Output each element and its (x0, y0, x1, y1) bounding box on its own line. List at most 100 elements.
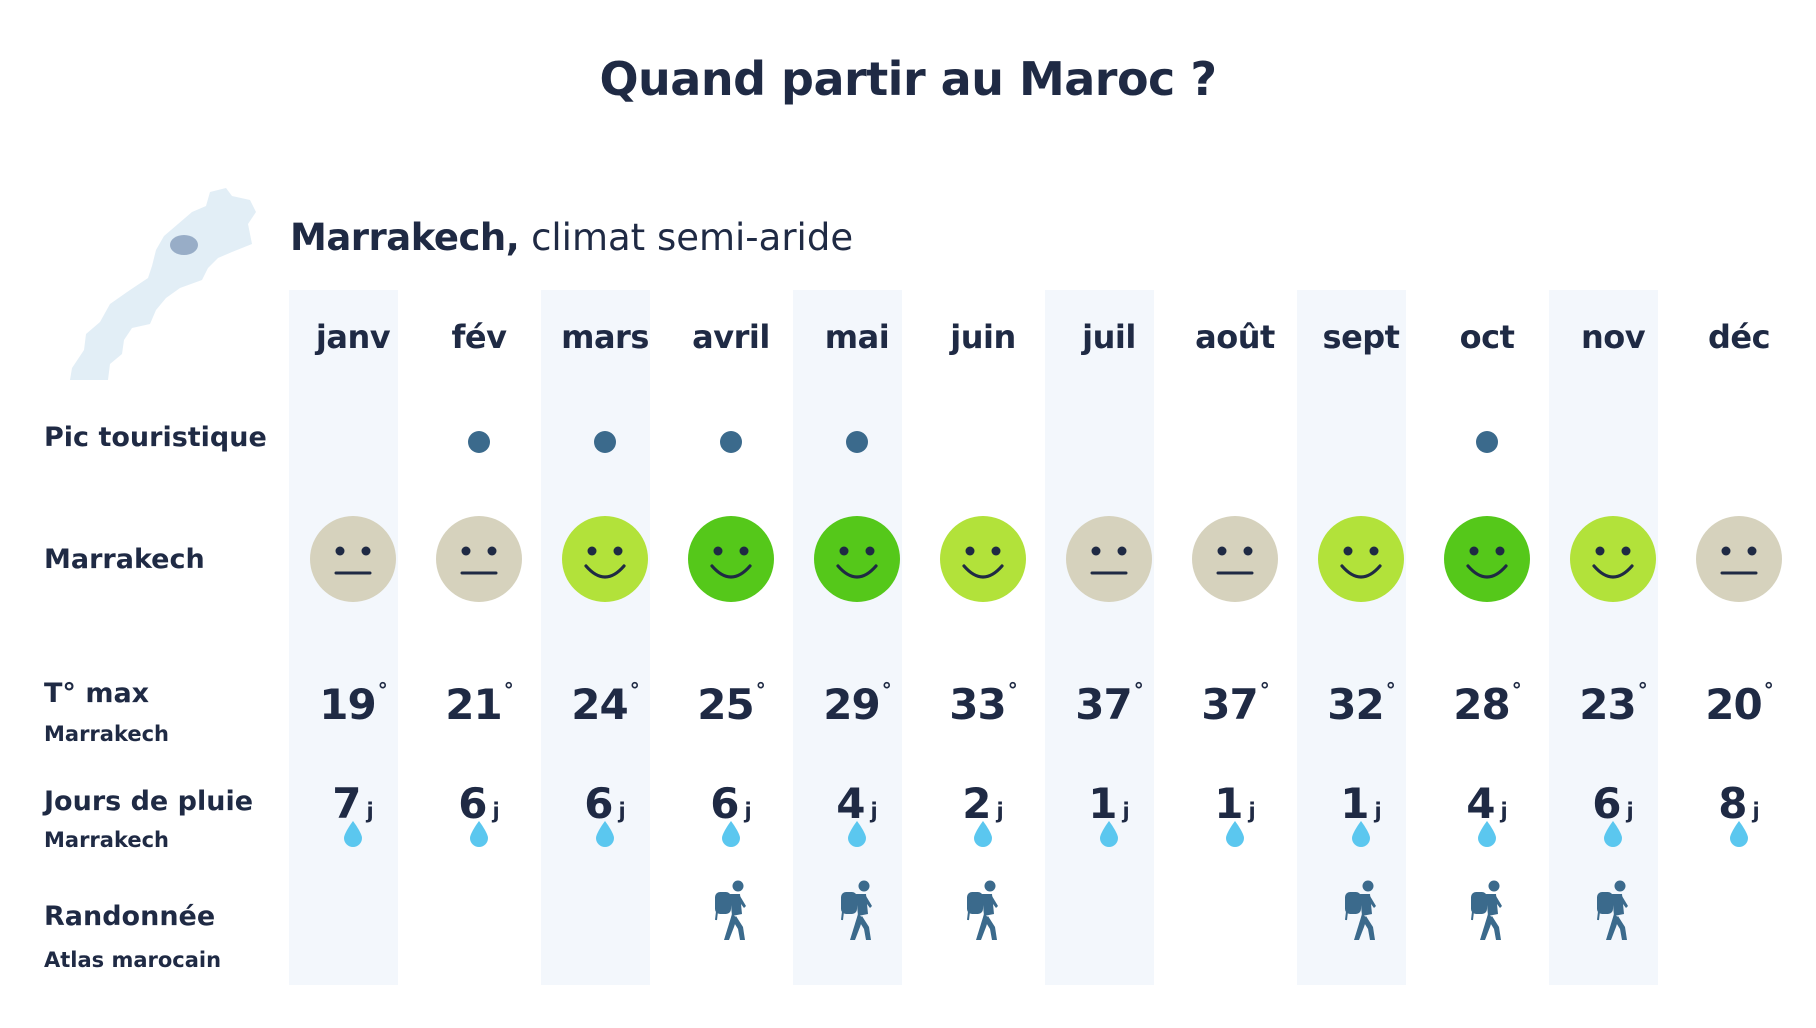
smiley-face-icon (1192, 516, 1278, 606)
temp-unit: ° (1763, 678, 1774, 702)
water-drop-icon (1226, 821, 1244, 851)
temp-number: 23 (1579, 680, 1636, 729)
temp-max-value: 25 ° (668, 678, 794, 729)
temp-number: 29 (823, 680, 880, 729)
drop-shape (470, 821, 488, 847)
face-mouth (710, 564, 752, 579)
month-label-7: juil (1082, 318, 1136, 356)
face-eye-right (991, 546, 1001, 556)
face-mouth (1340, 564, 1382, 579)
water-drop-icon (848, 821, 866, 851)
hiker-head (1488, 880, 1500, 892)
hiker-arm (990, 896, 998, 908)
label-hike: Randonnée (44, 901, 216, 932)
rain-unit: j (492, 799, 500, 823)
month-label-3: mars (561, 318, 649, 356)
temp-max-value: 32 ° (1298, 678, 1424, 729)
face-circle (1066, 516, 1152, 602)
temp-unit: ° (755, 678, 766, 702)
drop-shape (722, 821, 740, 847)
column-highlight (1297, 290, 1406, 985)
label-temp-sub: Marrakech (44, 722, 169, 746)
hiker-leg-front (1489, 916, 1501, 940)
face-circle (1444, 516, 1530, 602)
hiker-arm (864, 896, 872, 908)
face-circle (814, 516, 900, 602)
temp-number: 25 (697, 680, 754, 729)
face-eye-left (965, 546, 975, 556)
temp-max-value: 28 ° (1424, 678, 1550, 729)
rain-unit: j (1752, 799, 1760, 823)
temp-unit: ° (1385, 678, 1396, 702)
hiker-arm (1620, 896, 1628, 908)
temp-unit: ° (1133, 678, 1144, 702)
water-drop-icon (1478, 821, 1496, 851)
hiker-icon (1469, 880, 1505, 946)
column-highlight (793, 290, 902, 985)
rain-number: 1 (1214, 779, 1244, 828)
month-label-10: oct (1459, 318, 1515, 356)
city-climate: climat semi-aride (531, 216, 854, 259)
drop-shape (974, 821, 992, 847)
label-hike-sub: Atlas marocain (44, 948, 222, 972)
rain-number: 4 (836, 779, 866, 828)
peak-dot-icon (1476, 431, 1498, 453)
face-eye-left (839, 546, 849, 556)
face-mouth (1466, 564, 1508, 579)
month-label-12: déc (1707, 318, 1771, 356)
smiley-face-icon (1570, 516, 1656, 606)
drop-shape (1730, 821, 1748, 847)
rain-number: 6 (458, 779, 488, 828)
rain-unit: j (1122, 799, 1130, 823)
column-highlight (1045, 290, 1154, 985)
face-mouth (836, 564, 878, 579)
column-highlight (1549, 290, 1658, 985)
hiker-icon (1343, 880, 1379, 946)
smiley-face-icon (436, 516, 522, 606)
water-drop-icon (1730, 821, 1748, 851)
smiley-face-icon (1318, 516, 1404, 606)
hiker-arm (1368, 896, 1376, 908)
peak-dot-icon (846, 431, 868, 453)
temp-number: 28 (1453, 680, 1510, 729)
temp-max-value: 37 ° (1172, 678, 1298, 729)
rain-number: 7 (332, 779, 362, 828)
temp-unit: ° (1511, 678, 1522, 702)
hiker-strap (1597, 893, 1602, 921)
month-label-9: sept (1322, 318, 1400, 356)
face-circle (436, 516, 522, 602)
temp-max-value: 33 ° (920, 678, 1046, 729)
hiker-leg-front (859, 916, 871, 940)
month-label-2: fév (451, 318, 507, 356)
hiker-icon (839, 880, 875, 946)
rain-unit: j (1500, 799, 1508, 823)
smiley-face-icon (688, 516, 774, 606)
face-eye-left (1469, 546, 1479, 556)
month-label-11: nov (1580, 318, 1646, 356)
drop-shape (1226, 821, 1244, 847)
temp-unit: ° (377, 678, 388, 702)
temp-max-value: 20 ° (1676, 678, 1802, 729)
month-label-8: août (1195, 318, 1275, 356)
temp-number: 32 (1327, 680, 1384, 729)
rain-number: 6 (710, 779, 740, 828)
drop-shape (1100, 821, 1118, 847)
rain-number: 8 (1718, 779, 1748, 828)
month-label-5: mai (824, 318, 890, 356)
label-peak: Pic touristique (44, 422, 267, 453)
month-label-4: avril (692, 318, 770, 356)
temp-max-value: 24 ° (542, 678, 668, 729)
smiley-face-icon (310, 516, 396, 606)
face-eye-right (865, 546, 875, 556)
smiley-face-icon (940, 516, 1026, 606)
face-eye-left (587, 546, 597, 556)
rain-number: 2 (962, 779, 992, 828)
rain-number: 1 (1088, 779, 1118, 828)
hiker-leg-front (1615, 916, 1627, 940)
face-eye-right (487, 546, 497, 556)
face-eye-right (361, 546, 371, 556)
